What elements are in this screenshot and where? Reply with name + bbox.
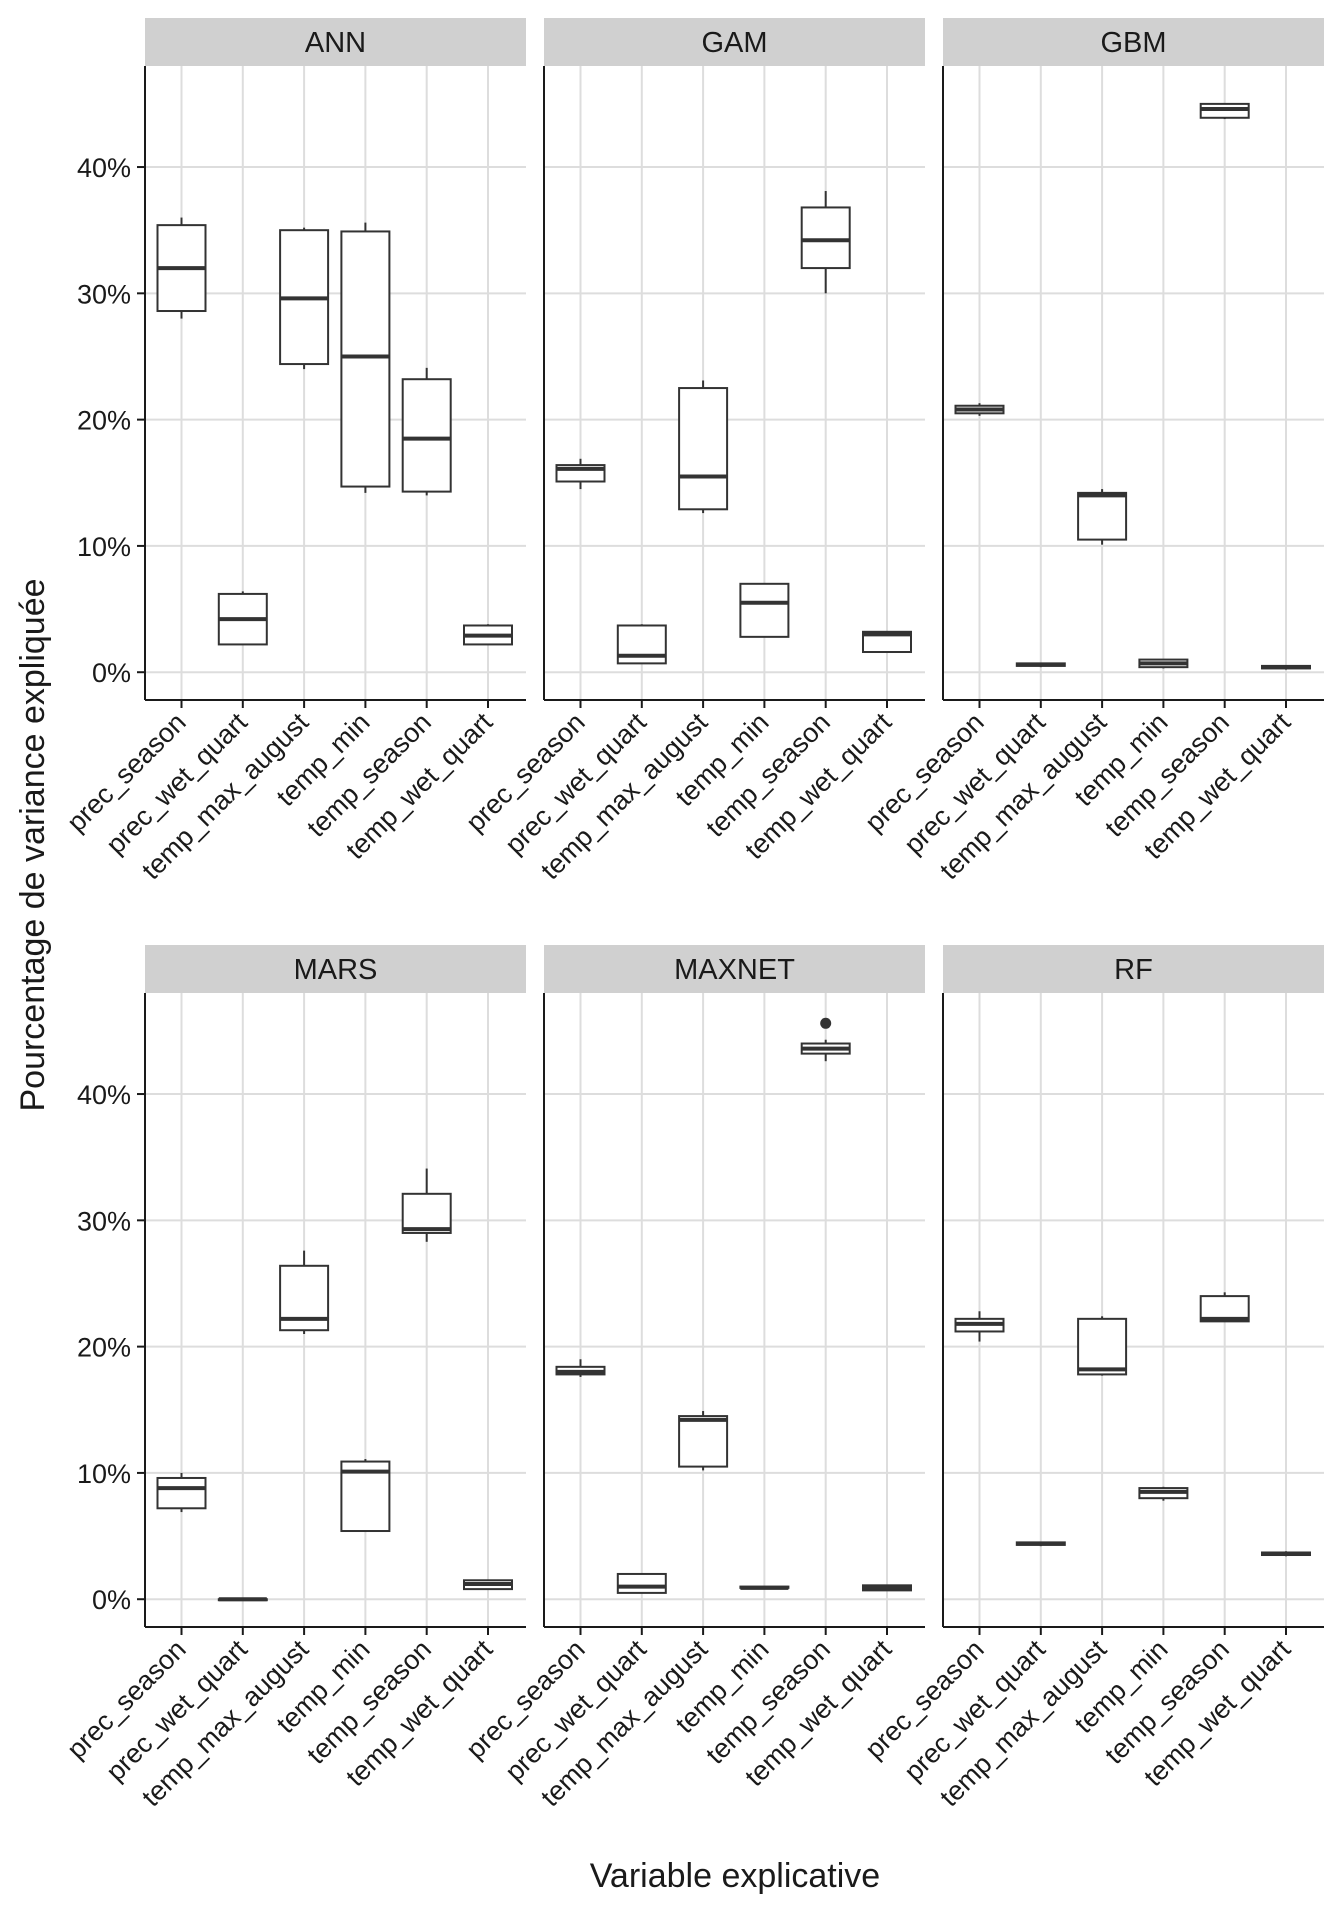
box-gbm-temp-season [1199,102,1250,120]
box-mars-temp-season [401,1168,452,1242]
box-iqr [1077,1317,1128,1376]
facet-strip-mars [145,945,526,993]
box-maxnet-temp-min [739,1585,790,1590]
box-gbm-prec-wet-quart [1015,662,1066,668]
panel-ann: ANN0%10%20%30%40%prec_seasonprec_wet_qua… [61,18,526,885]
box-iqr [401,1192,452,1234]
y-tick-label: 40% [77,153,131,183]
facet-label-rf: RF [1114,954,1153,986]
box-mars-prec-season [156,1472,207,1513]
box-rf-temp-min [1138,1486,1189,1501]
panels-layer: ANN0%10%20%30%40%prec_seasonprec_wet_qua… [61,18,1324,1812]
facet-label-ann: ANN [305,27,366,59]
facet-strip-rf [943,945,1324,993]
facet-strip-gam [544,18,925,66]
box-iqr [800,206,851,270]
facet-label-gbm: GBM [1100,27,1166,59]
x-axis-title: Variable explicative [590,1857,880,1895]
box-maxnet-temp-season [800,1017,851,1062]
box-maxnet-temp-wet-quart [862,1584,912,1592]
box-gbm-temp-max-august [1077,489,1128,545]
box-maxnet-prec-season [555,1359,606,1377]
box-iqr [1077,491,1128,541]
y-tick-label: 30% [77,279,131,309]
y-tick-label: 10% [77,1459,131,1489]
facet-label-gam: GAM [701,27,767,59]
box-ann-temp-max-august [279,227,330,370]
box-gam-temp-wet-quart [862,630,912,654]
box-ann-temp-season [401,367,452,496]
y-tick-label: 10% [77,532,131,562]
panel-rf: RFprec_seasonprec_wet_quarttemp_max_augu… [859,945,1324,1812]
box-gbm-temp-min [1138,658,1189,669]
y-tick-label: 0% [92,1585,131,1615]
box-ann-temp-min [340,222,391,493]
box-rf-temp-season [1199,1292,1250,1323]
facet-label-maxnet: MAXNET [674,954,795,986]
box-mars-prec-wet-quart [217,1597,268,1602]
facet-strip-maxnet [544,945,925,993]
y-tick-label: 20% [77,1333,131,1363]
box-gam-prec-season [555,458,606,490]
y-tick-label: 40% [77,1080,131,1110]
box-rf-prec-wet-quart [1015,1541,1066,1547]
box-iqr [678,387,729,511]
box-iqr [739,582,790,638]
facet-strip-gbm [943,18,1324,66]
facet-strip-ann [145,18,526,66]
box-rf-temp-wet-quart [1261,1551,1311,1557]
box-gam-temp-max-august [678,380,729,514]
box-maxnet-prec-wet-quart [616,1572,667,1594]
box-mars-temp-wet-quart [463,1579,513,1591]
panel-gam: GAMprec_seasonprec_wet_quarttemp_max_aug… [460,18,925,885]
panel-mars: MARS0%10%20%30%40%prec_seasonprec_wet_qu… [61,945,526,1812]
box-gbm-prec-season [954,403,1005,416]
box-ann-prec-wet-quart [217,591,268,646]
y-tick-label: 0% [92,658,131,688]
y-tick-label: 30% [77,1206,131,1236]
box-mars-temp-max-august [279,1250,330,1334]
box-ann-prec-season [156,217,207,319]
box-ann-temp-wet-quart [463,624,513,646]
y-axis-title: Pourcentage de variance expliquée [14,578,52,1111]
box-iqr [616,1572,667,1594]
box-gam-temp-min [739,582,790,638]
box-rf-prec-season [954,1311,1005,1342]
box-iqr [401,378,452,493]
box-gbm-temp-wet-quart [1261,664,1311,670]
facet-label-mars: MARS [294,954,378,986]
box-iqr [862,630,912,654]
box-maxnet-temp-max-august [678,1411,729,1471]
box-rf-temp-max-august [1077,1316,1128,1376]
panel-maxnet: MAXNETprec_seasonprec_wet_quarttemp_max_… [460,945,925,1812]
box-gam-temp-season [800,191,851,294]
outlier-point [820,1017,832,1029]
box-iqr [340,230,391,488]
box-gam-prec-wet-quart [616,624,667,665]
box-iqr [156,1476,207,1510]
panel-gbm: GBMprec_seasonprec_wet_quarttemp_max_aug… [859,18,1324,885]
y-tick-label: 20% [77,406,131,436]
box-mars-temp-min [340,1459,391,1533]
box-iqr [678,1415,729,1468]
